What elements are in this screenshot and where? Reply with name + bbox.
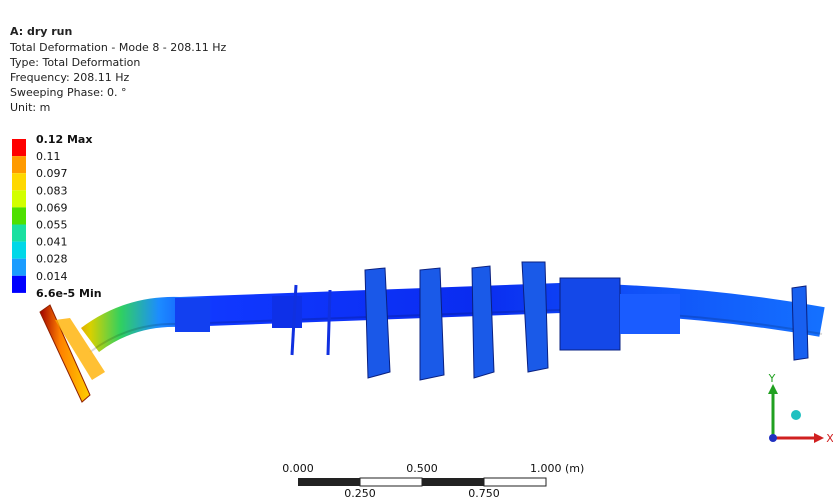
scale-label: 1.000 (m) <box>530 462 584 475</box>
end-disc <box>792 286 808 360</box>
scale-label: 0.500 <box>406 462 438 475</box>
legend-swatch <box>12 173 26 190</box>
scale-segment <box>298 478 360 486</box>
scale-segment <box>484 478 546 486</box>
legend-label: 0.041 <box>36 236 68 249</box>
y-arrow-head <box>768 384 778 394</box>
scale-label: 0.000 <box>282 462 314 475</box>
scale-bar: 0.000 0.500 1.000 (m) 0.250 0.750 <box>282 462 584 499</box>
iso-ball <box>791 410 801 420</box>
legend-swatch <box>12 207 26 224</box>
legend-swatch <box>12 190 26 207</box>
y-axis-label: Y <box>768 372 776 385</box>
legend-swatch <box>12 225 26 242</box>
legend-label: 0.097 <box>36 167 68 180</box>
x-arrow-head <box>814 433 824 443</box>
scale-segment <box>360 478 422 486</box>
viewport: A: dry run Total Deformation - Mode 8 - … <box>0 0 833 499</box>
impeller <box>472 266 494 378</box>
legend: 0.12 Max 0.11 0.097 0.083 0.069 0.055 0.041 0.0… <box>12 133 102 300</box>
legend-label: 0.055 <box>36 219 68 232</box>
coupling <box>175 298 210 332</box>
thin-disc <box>328 290 330 355</box>
housing <box>560 278 620 350</box>
legend-label: 0.014 <box>36 270 68 283</box>
legend-label: 0.028 <box>36 253 68 266</box>
z-axis <box>769 434 777 442</box>
legend-swatch <box>12 259 26 276</box>
legend-swatch <box>12 242 26 259</box>
coupling <box>272 296 302 328</box>
legend-swatch <box>12 276 26 293</box>
legend-label: 0.069 <box>36 201 68 214</box>
model <box>40 262 822 402</box>
impeller <box>420 268 444 380</box>
triad: Y X <box>768 372 833 445</box>
scale-label: 0.750 <box>468 487 500 499</box>
scale-segment <box>422 478 484 486</box>
impeller <box>365 268 390 378</box>
x-axis-label: X <box>826 432 833 445</box>
legend-label: 0.083 <box>36 184 68 197</box>
legend-label: 6.6e-5 Min <box>36 287 102 300</box>
scale-label: 0.250 <box>344 487 376 499</box>
legend-swatch <box>12 139 26 156</box>
coupling <box>620 294 680 334</box>
legend-label: 0.12 Max <box>36 133 92 146</box>
legend-swatch <box>12 156 26 173</box>
legend-label: 0.11 <box>36 150 61 163</box>
scene: 0.12 Max 0.11 0.097 0.083 0.069 0.055 0.041 0.0… <box>0 0 833 499</box>
impeller <box>522 262 548 372</box>
